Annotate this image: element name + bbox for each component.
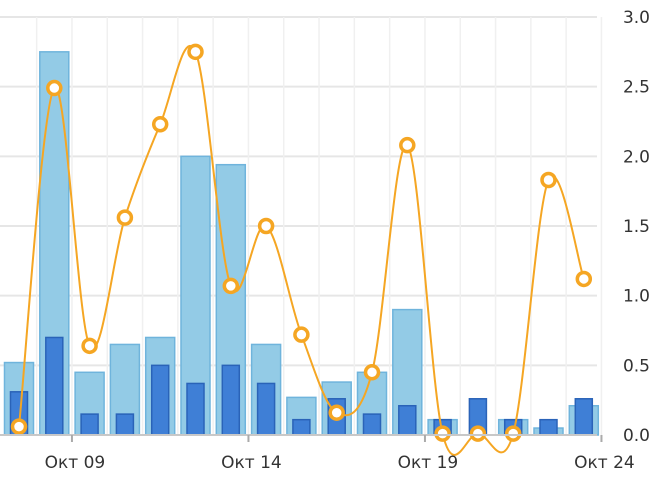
line-point: [222, 277, 240, 295]
line-point: [151, 116, 169, 133]
line-point: [116, 209, 134, 226]
line-point: [293, 326, 310, 343]
x-tick-label: Окт 09: [45, 453, 106, 473]
line-point: [328, 404, 345, 421]
line-point: [575, 270, 593, 288]
line-point: [363, 364, 381, 381]
dark-bar: [150, 364, 170, 436]
x-axis: [0, 434, 603, 442]
x-tick-label: Окт 24: [574, 453, 635, 473]
x-tick-label: Окт 19: [398, 453, 459, 473]
line-point: [10, 418, 28, 435]
dark-bar: [539, 418, 558, 436]
dark-bar: [256, 382, 276, 436]
dark-bar: [45, 336, 64, 436]
line-point: [81, 337, 98, 355]
dark-bar: [80, 413, 99, 436]
y-tick-label: 1.5: [623, 217, 650, 237]
y-tick-label: 1.0: [623, 287, 650, 307]
line-point: [469, 425, 487, 442]
dark-bar: [186, 382, 205, 436]
line-point: [46, 79, 63, 97]
dark-bar: [398, 404, 417, 436]
dark-bar: [362, 413, 382, 436]
dark-bar: [115, 413, 135, 436]
line-series: [10, 43, 593, 456]
x-tick-labels: Окт 09 Окт 14 Окт 19 Окт 24: [45, 453, 635, 473]
dark-bar: [574, 398, 594, 436]
line-point: [187, 43, 204, 61]
y-axis: 0.0 0.5 1.0 1.5 2.0 2.5 3.0: [623, 8, 650, 446]
line-point: [257, 217, 275, 235]
dark-bar: [221, 364, 241, 436]
line-point: [399, 136, 416, 154]
y-tick-label: 0.5: [623, 356, 650, 376]
light-bar-series: [3, 51, 600, 436]
y-tick-label: 2.5: [623, 78, 650, 98]
x-tick-label: Окт 14: [221, 453, 282, 473]
line-point: [434, 425, 451, 442]
y-tick-label: 3.0: [623, 8, 650, 28]
y-tick-label: 2.0: [623, 147, 650, 167]
grid: [0, 16, 603, 435]
dark-bar: [292, 418, 311, 436]
line-point: [540, 171, 557, 189]
line-point: [504, 425, 522, 442]
y-tick-label: 0.0: [623, 426, 650, 446]
